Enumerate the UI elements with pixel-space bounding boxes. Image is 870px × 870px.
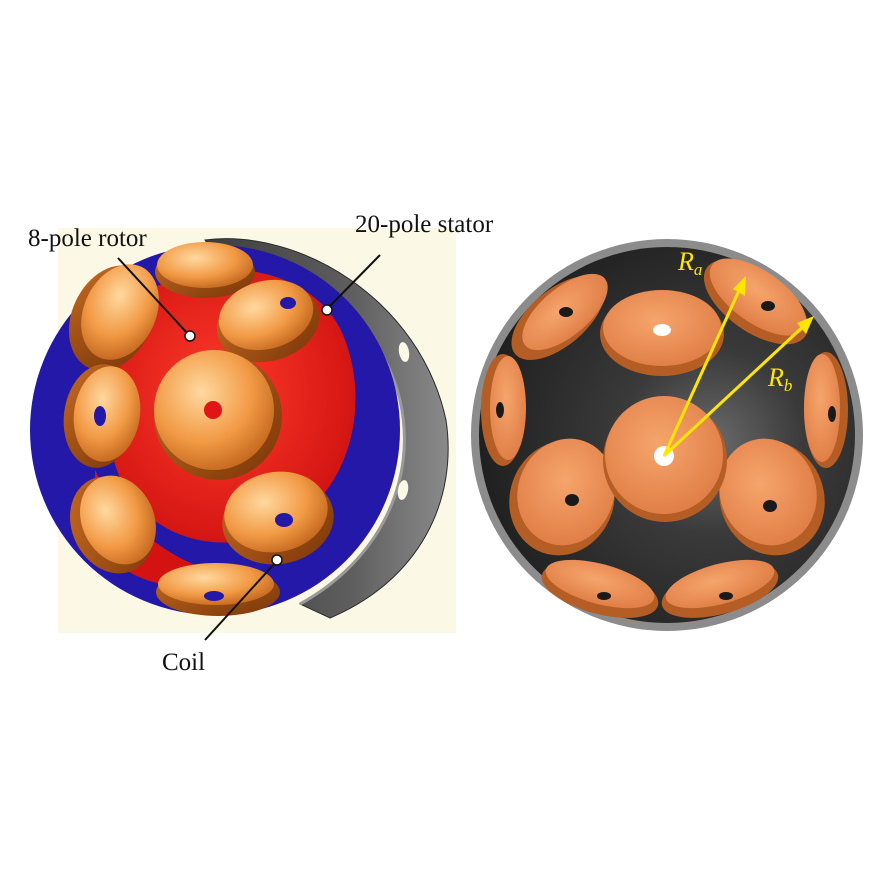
coil-label: Coil [162,649,205,676]
stator-callout-marker [321,304,333,316]
coil-callout-marker [271,554,283,566]
coil-group [63,242,334,616]
coil-callout-line [204,561,277,641]
rotor-stator-cutaway: 8-pole rotor 20-pole stator Coil [28,211,494,676]
stator-interior-view: Ra Rb [471,239,863,631]
coil [81,264,159,360]
stator-callout-line [327,254,381,309]
rotor-label: 8-pole rotor [28,225,147,252]
coil-hole [275,513,293,527]
coil-hole [94,406,106,426]
stator-coil [709,258,807,336]
coil [157,242,253,288]
stator-coil-hole [653,324,671,336]
rotor-callout-line [117,257,189,335]
stator-coil [517,438,615,546]
stator-coil [719,438,817,546]
ra-arrow [662,283,744,457]
coil-hole [204,401,222,419]
rb-arrowhead [797,316,814,334]
stator-label: 20-pole stator [355,211,494,238]
stator-hole [397,480,409,500]
coil-hole [204,591,224,601]
stator-coil [490,356,526,460]
coil [158,563,274,605]
rb-arrow [662,320,810,458]
stator-coil-hole [565,494,579,506]
stator-coil-hole [763,500,777,512]
ra-arrowhead [733,276,746,296]
stator-coil-hole [828,406,836,422]
stator-coil-hole [761,301,775,311]
coil [224,471,328,553]
stator-coil [545,559,655,609]
coil [80,475,156,565]
stator-coil-group [481,258,848,618]
coil [73,366,141,462]
stator-coil-hole [559,307,573,317]
stator-hole [398,342,410,362]
stator-coil [665,559,775,609]
ra-label: Ra [677,247,702,279]
rotor-callout-marker [184,330,196,342]
stator-coil-hole [496,402,504,418]
stator-coil [804,354,840,462]
coil-hole [280,297,296,309]
rb-label: Rb [767,363,792,395]
stator-coil-hole [597,592,611,600]
stator-coil-hole [719,592,733,600]
